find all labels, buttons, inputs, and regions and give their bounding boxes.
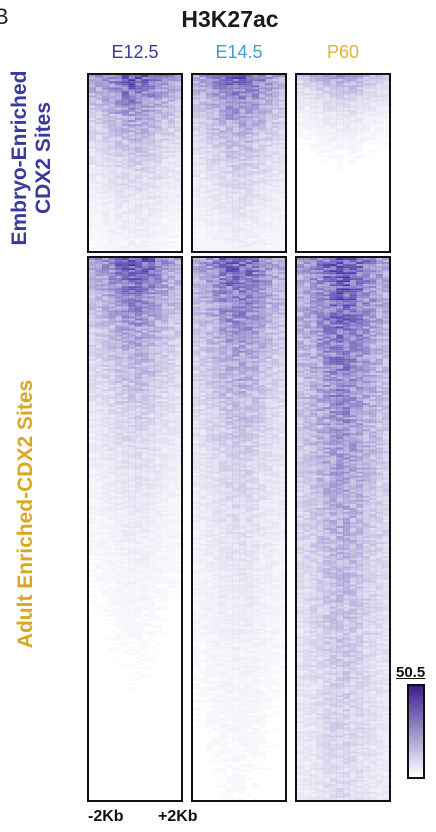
heatmap-embryo-e14-5	[191, 73, 287, 253]
heatmap-embryo-e12-5	[87, 73, 183, 253]
colorbar-max-label: 50.5	[396, 664, 426, 681]
heatmap-texture	[193, 258, 285, 790]
row-label-embryo-line1: Embryo-Enriched	[8, 70, 31, 246]
figure-title: H3K27ac	[181, 6, 279, 32]
heatmap-adult-e12-5	[87, 256, 183, 802]
heatmap-texture	[297, 75, 389, 163]
x-axis-left-label: -2Kb	[88, 808, 124, 825]
x-axis-right-label: +2Kb	[158, 808, 198, 825]
row-label-embryo-line2: CDX2 Sites	[32, 101, 55, 215]
column-label-p60: P60	[326, 42, 360, 62]
row-label-adult-enriched: Adult Enriched-CDX2 Sites	[14, 379, 37, 649]
panel-letter: B	[0, 4, 9, 29]
heatmap-texture	[89, 258, 181, 653]
colorbar	[407, 684, 425, 779]
heatmap-texture	[297, 258, 389, 800]
column-label-e14-5: E14.5	[215, 42, 263, 62]
heatmap-texture	[193, 75, 285, 251]
heatmap-adult-e14-5	[191, 256, 287, 802]
heatmap-embryo-p60	[295, 73, 391, 253]
column-label-e12-5: E12.5	[111, 42, 159, 62]
heatmap-adult-p60	[295, 256, 391, 802]
heatmap-texture	[89, 75, 181, 251]
row-label-embryo-enriched: Embryo-Enriched CDX2 Sites	[8, 68, 56, 248]
